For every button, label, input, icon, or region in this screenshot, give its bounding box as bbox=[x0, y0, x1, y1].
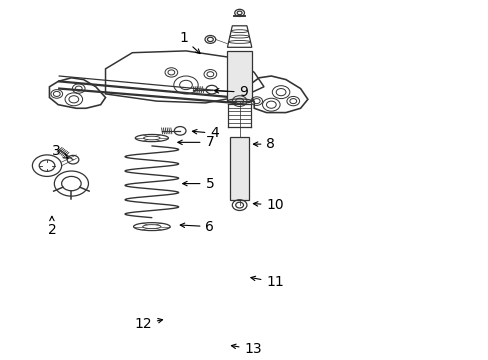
Text: 4: 4 bbox=[192, 126, 219, 140]
Text: 10: 10 bbox=[253, 198, 284, 212]
Text: 3: 3 bbox=[52, 144, 68, 158]
Text: 12: 12 bbox=[134, 317, 162, 331]
Text: 9: 9 bbox=[214, 85, 248, 99]
Text: 11: 11 bbox=[250, 275, 284, 289]
Text: 6: 6 bbox=[180, 220, 214, 234]
Text: 2: 2 bbox=[47, 216, 56, 237]
Bar bbox=[230, 137, 248, 200]
Text: 7: 7 bbox=[178, 135, 214, 149]
Text: 8: 8 bbox=[253, 137, 275, 151]
Bar bbox=[227, 51, 251, 101]
Text: 1: 1 bbox=[179, 31, 200, 54]
Text: 13: 13 bbox=[231, 342, 262, 356]
Text: 5: 5 bbox=[183, 177, 214, 190]
